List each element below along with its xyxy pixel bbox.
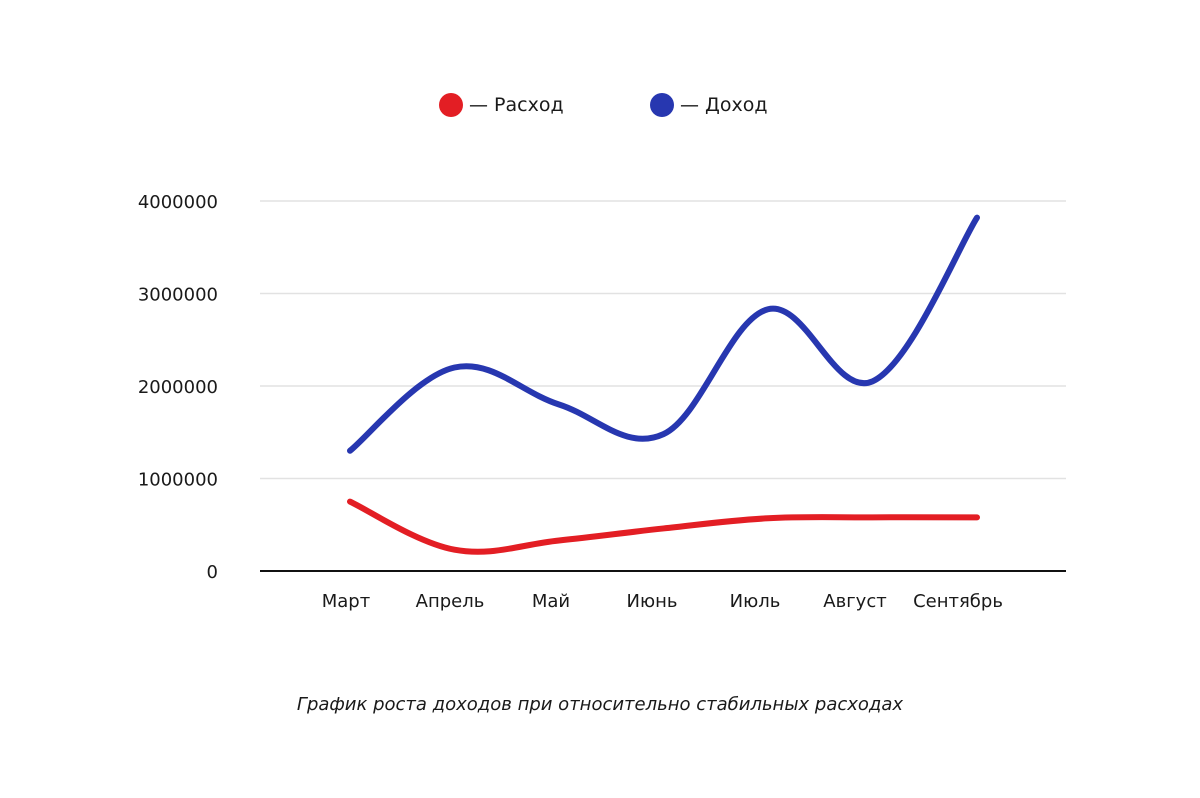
data-point <box>347 499 353 505</box>
data-point <box>870 378 876 384</box>
series-line-1 <box>347 214 980 454</box>
x-tick-label: Июль <box>730 591 781 612</box>
data-point <box>870 514 876 520</box>
legend-label: — Расход <box>469 94 564 116</box>
data-point <box>347 448 353 454</box>
data-point <box>765 306 771 312</box>
legend-marker <box>439 93 463 117</box>
legend-item-0: — Расход <box>439 93 564 117</box>
data-point <box>556 402 562 408</box>
gridlines <box>260 200 1066 480</box>
legend: — Расход — Доход <box>439 93 768 117</box>
data-point <box>452 365 458 371</box>
legend-item-1: — Доход <box>650 93 768 117</box>
data-point <box>661 431 667 437</box>
y-tick-label: 4000000 <box>138 192 218 213</box>
y-tick-label: 2000000 <box>138 377 218 398</box>
data-point <box>661 525 667 531</box>
x-tick-label: Июнь <box>627 591 678 612</box>
x-tick-label: Август <box>823 591 886 612</box>
legend-label: — Доход <box>680 94 768 116</box>
chart-caption: График роста доходов при относительно ст… <box>297 694 903 715</box>
x-axis-ticks: Март Апрель Май Июнь Июль Август Сентябрь <box>322 591 1003 612</box>
x-tick-label: Сентябрь <box>913 591 1003 612</box>
data-point <box>974 514 980 520</box>
series-lines <box>347 214 980 555</box>
x-tick-label: Март <box>322 591 370 612</box>
x-tick-label: Апрель <box>416 591 485 612</box>
data-point <box>556 537 562 543</box>
y-tick-label: 3000000 <box>138 285 218 306</box>
y-axis-ticks: 0 1000000 2000000 3000000 4000000 <box>138 192 218 583</box>
y-tick-label: 0 <box>207 562 218 583</box>
legend-marker <box>650 93 674 117</box>
data-point <box>974 215 980 221</box>
series-line-0 <box>347 498 980 555</box>
data-point <box>452 547 458 553</box>
x-tick-label: Май <box>532 591 570 612</box>
data-point <box>765 515 771 521</box>
y-tick-label: 1000000 <box>138 470 218 491</box>
